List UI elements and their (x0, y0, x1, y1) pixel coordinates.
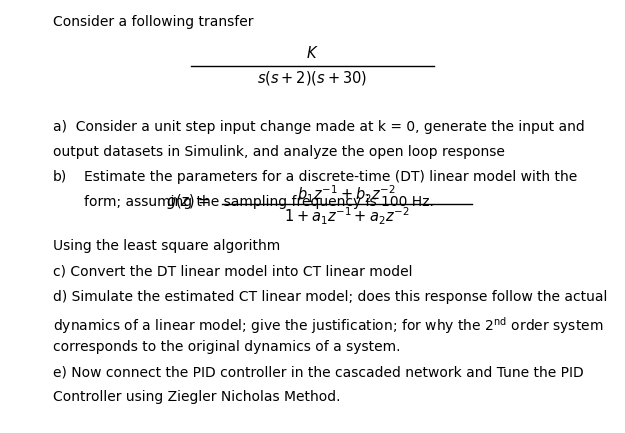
Text: $1 + a_1z^{-1} + a_2z^{-2}$: $1 + a_1z^{-1} + a_2z^{-2}$ (284, 206, 409, 227)
Text: Consider a following transfer: Consider a following transfer (53, 15, 254, 29)
Text: corresponds to the original dynamics of a system.: corresponds to the original dynamics of … (53, 340, 401, 354)
Text: a)  Consider a unit step input change made at k = 0, generate the input and: a) Consider a unit step input change mad… (53, 120, 585, 133)
Text: $K$: $K$ (306, 45, 319, 61)
Text: Controller using Ziegler Nicholas Method.: Controller using Ziegler Nicholas Method… (53, 390, 341, 404)
Text: b): b) (53, 170, 68, 184)
Text: c) Convert the DT linear model into CT linear model: c) Convert the DT linear model into CT l… (53, 265, 413, 278)
Text: $b_1z^{-1} + b_2z^{-2}$: $b_1z^{-1} + b_2z^{-2}$ (298, 184, 396, 205)
Text: output datasets in Simulink, and analyze the open loop response: output datasets in Simulink, and analyze… (53, 145, 505, 158)
Text: $s(s + 2)(s + 30)$: $s(s + 2)(s + 30)$ (258, 69, 368, 87)
Text: $g(z) =$: $g(z) =$ (166, 192, 209, 211)
Text: form; assuming the sampling frequency is 100 Hz.: form; assuming the sampling frequency is… (84, 195, 434, 209)
Text: dynamics of a linear model; give the justification; for why the 2$^{\mathregular: dynamics of a linear model; give the jus… (53, 315, 604, 336)
Text: d) Simulate the estimated CT linear model; does this response follow the actual: d) Simulate the estimated CT linear mode… (53, 290, 608, 304)
Text: Using the least square algorithm: Using the least square algorithm (53, 239, 281, 253)
Text: Estimate the parameters for a discrete-time (DT) linear model with the: Estimate the parameters for a discrete-t… (84, 170, 578, 184)
Text: e) Now connect the PID controller in the cascaded network and Tune the PID: e) Now connect the PID controller in the… (53, 365, 584, 379)
